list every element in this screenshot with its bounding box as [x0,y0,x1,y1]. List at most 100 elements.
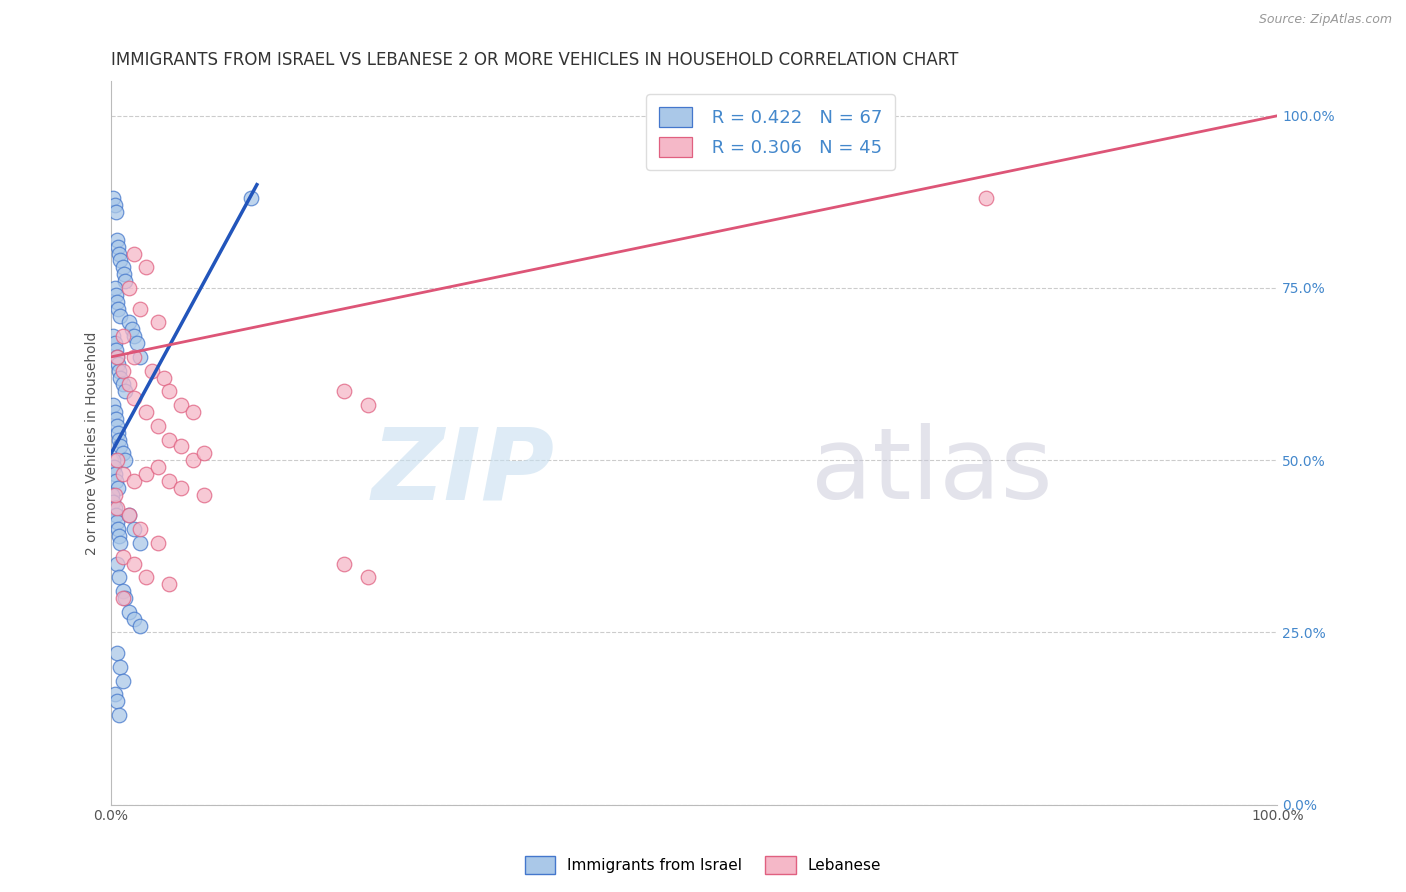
Point [124,612,146,626]
Point [108,529,131,543]
Point [111,467,134,481]
Point [110,370,132,384]
Point [107,357,129,371]
Point [103,191,125,205]
Point [157,474,180,488]
Point [103,329,125,343]
Point [110,439,132,453]
Point [170,398,193,412]
Point [117,508,139,523]
Point [111,673,134,688]
Point [181,405,204,419]
Point [104,501,127,516]
Point [129,301,152,316]
Point [124,557,146,571]
Point [103,494,125,508]
Point [135,570,157,584]
Point [107,522,129,536]
Point [104,412,127,426]
Point [108,364,131,378]
Point [129,618,152,632]
Point [114,384,136,399]
Point [170,481,193,495]
Point [110,660,132,674]
Point [117,281,139,295]
Point [104,687,127,701]
Point [104,508,127,523]
Point [170,439,193,453]
Point [157,384,180,399]
Point [333,557,356,571]
Point [105,233,128,247]
Point [135,405,157,419]
Point [105,515,128,529]
Point [157,433,180,447]
Text: Source: ZipAtlas.com: Source: ZipAtlas.com [1258,13,1392,27]
Point [111,584,134,599]
Point [111,446,134,460]
Point [103,398,125,412]
Point [105,501,128,516]
Point [974,191,997,205]
Point [124,391,146,405]
Point [124,350,146,364]
Point [135,467,157,481]
Point [107,481,129,495]
Point [124,246,146,260]
Point [103,460,125,475]
Point [114,453,136,467]
Point [107,301,129,316]
Y-axis label: 2 or more Vehicles in Household: 2 or more Vehicles in Household [86,331,100,555]
Point [124,329,146,343]
Point [333,384,356,399]
Point [125,336,148,351]
Point [104,467,127,481]
Point [240,191,263,205]
Point [114,274,136,288]
Point [114,591,136,605]
Point [157,577,180,591]
Point [193,488,215,502]
Point [105,350,128,364]
Point [105,474,128,488]
Point [111,329,134,343]
Point [146,536,169,550]
Legend:  R = 0.422   N = 67,  R = 0.306   N = 45: R = 0.422 N = 67, R = 0.306 N = 45 [647,94,896,170]
Point [108,433,131,447]
Point [105,557,128,571]
Point [101,488,124,502]
Point [107,425,129,440]
Point [112,267,135,281]
Point [129,350,152,364]
Point [111,260,134,275]
Point [110,536,132,550]
Point [117,508,139,523]
Point [104,343,127,357]
Point [111,364,134,378]
Point [152,370,174,384]
Point [105,294,128,309]
Point [104,288,127,302]
Point [146,460,169,475]
Point [104,488,127,502]
Point [105,453,128,467]
Point [104,405,127,419]
Point [104,281,127,295]
Point [107,240,129,254]
Point [356,570,378,584]
Point [108,570,131,584]
Point [129,536,152,550]
Legend: Immigrants from Israel, Lebanese: Immigrants from Israel, Lebanese [519,850,887,880]
Point [117,605,139,619]
Point [104,198,127,212]
Point [193,446,215,460]
Point [104,205,127,219]
Point [121,322,143,336]
Point [141,364,163,378]
Point [104,336,127,351]
Point [111,591,134,605]
Point [124,474,146,488]
Text: atlas: atlas [811,424,1053,520]
Point [117,377,139,392]
Point [108,246,131,260]
